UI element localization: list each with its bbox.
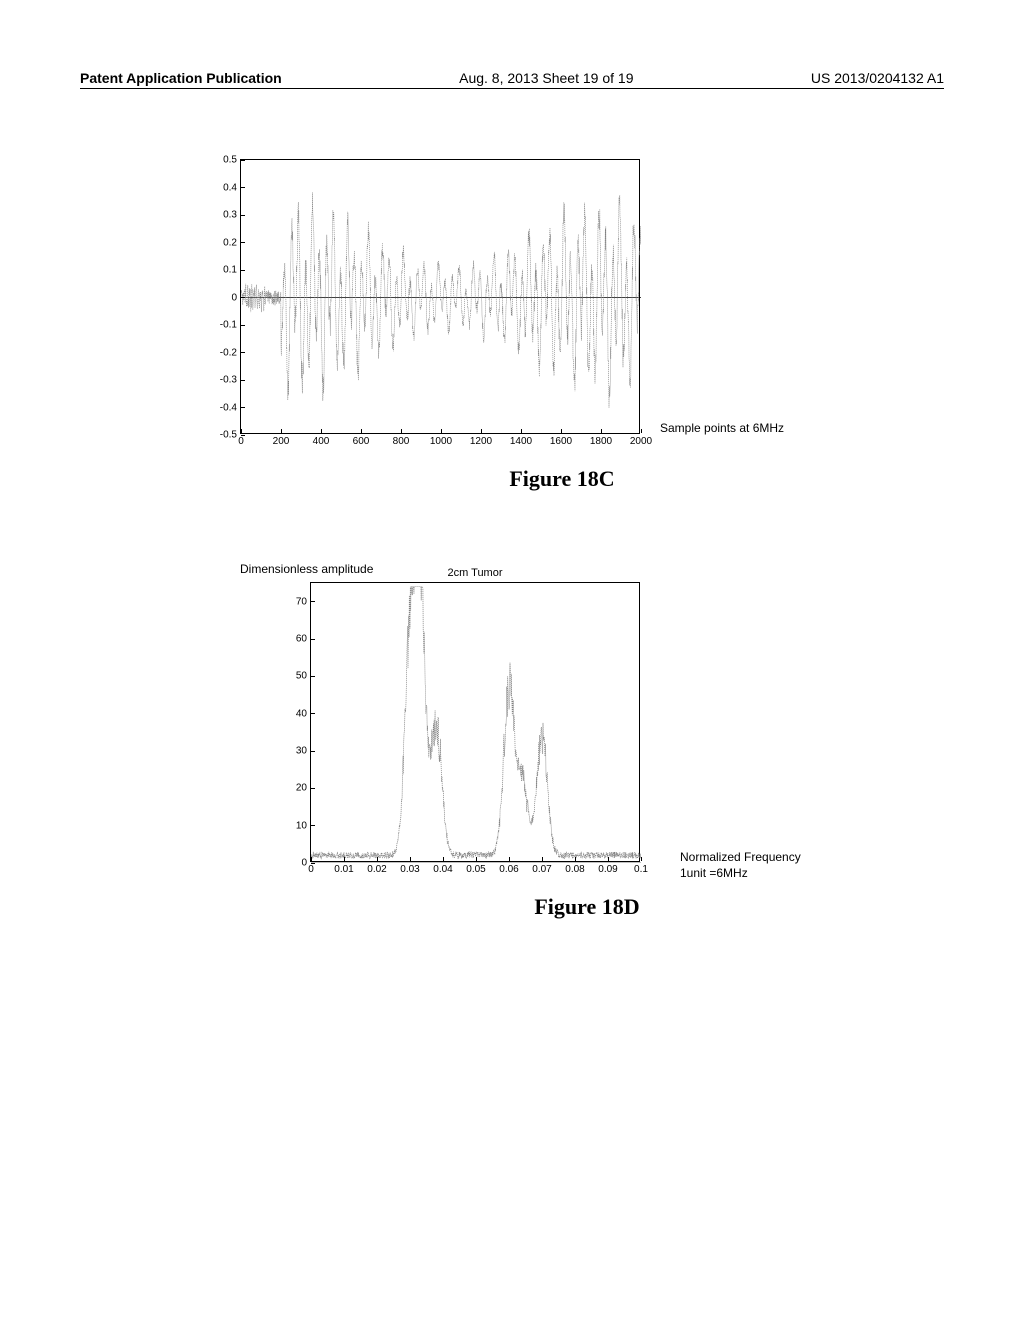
xtick-label: 0 [238, 433, 244, 447]
xtick-label: 0.07 [532, 861, 551, 875]
ytick-label: 0.3 [223, 210, 241, 221]
xtick-label: 0 [308, 861, 314, 875]
ytick-label: -0.1 [220, 320, 241, 331]
page-header: Patent Application Publication Aug. 8, 2… [80, 70, 944, 89]
figure-18d-svg [311, 583, 641, 863]
ytick-label: 60 [296, 634, 311, 645]
ytick-label: 0.4 [223, 182, 241, 193]
xtick-label: 0.08 [565, 861, 584, 875]
xtick-label: 0.02 [367, 861, 386, 875]
ytick-label: 70 [296, 596, 311, 607]
figure-18c-svg [241, 160, 641, 435]
ytick-label: 0.5 [223, 155, 241, 166]
ytick-label: 0.1 [223, 265, 241, 276]
ytick-label: 40 [296, 708, 311, 719]
figure-18d-x-axis-label: Normalized Frequency 1unit =6MHz [680, 850, 801, 881]
figure-18d-y-axis-label: Dimensionless amplitude [240, 562, 944, 576]
patent-page: Patent Application Publication Aug. 8, 2… [0, 0, 1024, 1320]
xtick-label: 400 [313, 433, 330, 447]
xtick-label: 0.03 [400, 861, 419, 875]
figure-18c-plot-wrap: -0.5-0.4-0.3-0.2-0.100.10.20.30.40.50200… [240, 159, 944, 440]
figure-18d-plot-wrap: 2cm Tumor 01020304050607000.010.020.030.… [230, 582, 944, 868]
header-center: Aug. 8, 2013 Sheet 19 of 19 [459, 70, 633, 86]
header-right: US 2013/0204132 A1 [811, 70, 944, 86]
ytick-label: -0.4 [220, 402, 241, 413]
ytick-label: 30 [296, 746, 311, 757]
ytick-label: -0.2 [220, 347, 241, 358]
header-left: Patent Application Publication [80, 70, 282, 86]
figure-18d-plot-box: 2cm Tumor 01020304050607000.010.020.030.… [310, 582, 640, 862]
xtick-label: 0.06 [499, 861, 518, 875]
xtick-label: 2000 [630, 433, 652, 447]
xtick-label: 1000 [430, 433, 452, 447]
ytick-label: 0.2 [223, 237, 241, 248]
figure-18d: Dimensionless amplitude 2cm Tumor 010203… [230, 562, 944, 920]
xtick-label: 800 [393, 433, 410, 447]
figure-18d-caption: Figure 18D [230, 894, 944, 920]
xtick-label: 1800 [590, 433, 612, 447]
xtick-label: 1400 [510, 433, 532, 447]
xtick-label: 1600 [550, 433, 572, 447]
figure-18d-x-axis-label-line1: Normalized Frequency [680, 850, 801, 864]
ytick-label: -0.3 [220, 375, 241, 386]
figure-18c-x-axis-label: Sample points at 6MHz [660, 421, 784, 435]
figure-18c-plot-box: -0.5-0.4-0.3-0.2-0.100.10.20.30.40.50200… [240, 159, 640, 434]
figure-18d-x-axis-label-line2: 1unit =6MHz [680, 866, 748, 880]
xtick-label: 0.05 [466, 861, 485, 875]
figure-18d-title: 2cm Tumor [447, 567, 502, 579]
xtick-label: 0.1 [634, 861, 648, 875]
xtick-label: 200 [273, 433, 290, 447]
xtick-label: 0.09 [598, 861, 617, 875]
xtick-label: 1200 [470, 433, 492, 447]
ytick-label: 0 [231, 292, 241, 303]
xtick-label: 600 [353, 433, 370, 447]
ytick-label: 50 [296, 671, 311, 682]
figure-18c: -0.5-0.4-0.3-0.2-0.100.10.20.30.40.50200… [240, 159, 944, 492]
ytick-label: 10 [296, 820, 311, 831]
figure-18c-caption: Figure 18C [180, 466, 944, 492]
xtick-label: 0.04 [433, 861, 452, 875]
xtick-label: 0.01 [334, 861, 353, 875]
ytick-label: 20 [296, 783, 311, 794]
